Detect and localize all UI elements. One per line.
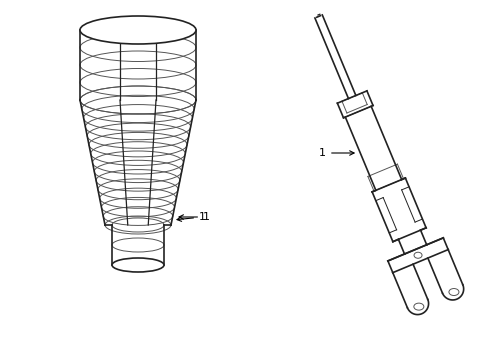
Ellipse shape — [112, 258, 164, 272]
Text: 1: 1 — [179, 212, 210, 222]
Text: 1: 1 — [319, 148, 354, 158]
Ellipse shape — [80, 16, 196, 44]
Text: 1: 1 — [177, 212, 206, 222]
